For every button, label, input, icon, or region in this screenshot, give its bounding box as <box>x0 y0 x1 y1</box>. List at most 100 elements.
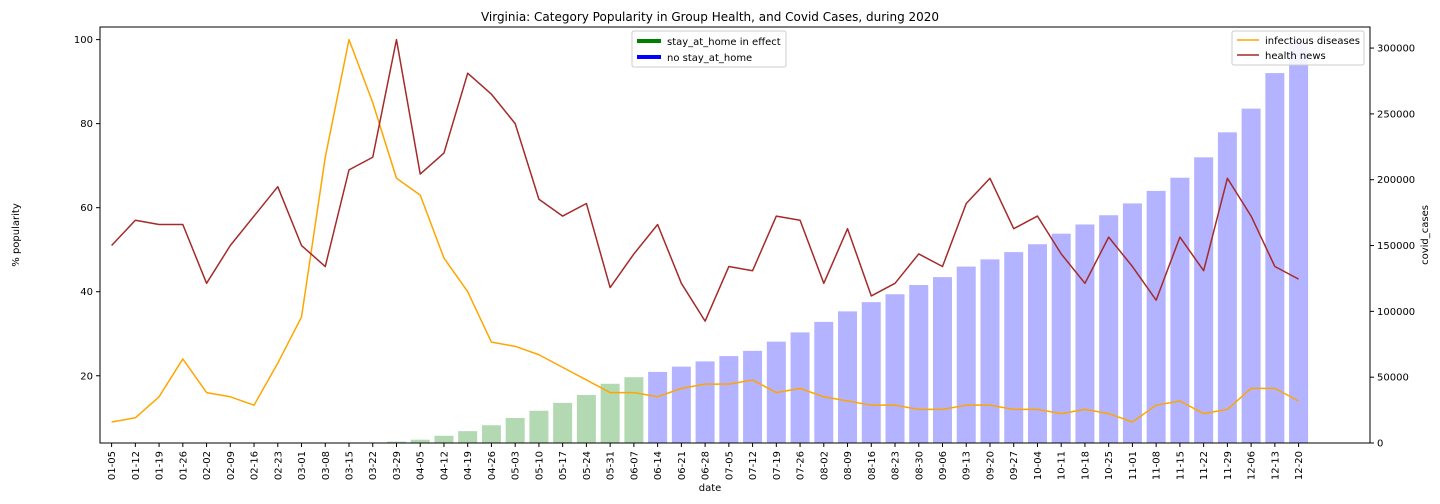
x-tick-label: 05-03 <box>511 451 522 480</box>
lines-layer <box>111 38 1299 423</box>
bar-08-02 <box>814 321 834 443</box>
x-tick-label: 03-29 <box>392 451 403 480</box>
y-axis-right-label: covid_cases <box>1420 205 1431 265</box>
x-tick-label: 05-31 <box>606 451 617 480</box>
bar-05-31 <box>600 383 620 443</box>
left-tick-label: 40 <box>80 287 93 298</box>
x-tick-label: 03-22 <box>368 451 379 480</box>
x-tick-label: 07-19 <box>772 451 783 480</box>
x-axis-label: date <box>699 483 722 494</box>
x-tick-label: 11-08 <box>1152 451 1163 480</box>
legend-series-frame <box>1231 30 1365 66</box>
x-tick-label: 08-30 <box>914 451 925 480</box>
x-tick-label: 11-15 <box>1175 451 1186 480</box>
right-tick-label: 50000 <box>1377 373 1409 384</box>
bar-11-15 <box>1170 177 1190 444</box>
bar-07-05 <box>719 356 739 443</box>
x-tick-label: 06-28 <box>701 451 712 480</box>
bar-07-12 <box>743 350 763 443</box>
x-tick-label: 01-12 <box>131 451 142 480</box>
x-tick-label: 04-05 <box>416 451 427 480</box>
x-tick-label: 09-06 <box>938 451 949 480</box>
x-tick-label: 09-27 <box>1009 451 1020 480</box>
legend-label-stay-at-home: stay_at_home in effect <box>667 37 781 48</box>
x-tick-label: 08-23 <box>891 451 902 480</box>
x-tick-label: 01-26 <box>178 451 189 480</box>
right-tick-label: 250000 <box>1377 109 1415 120</box>
x-tick-label: 11-01 <box>1128 451 1139 480</box>
x-tick-label: 05-24 <box>582 451 593 480</box>
bar-09-06 <box>933 277 952 443</box>
x-tick-label: 04-12 <box>439 451 450 480</box>
series-line-infectious-diseases <box>111 38 1299 423</box>
left-tick-label: 80 <box>80 119 93 130</box>
bars-layer <box>386 41 1309 444</box>
x-tick-label: 10-18 <box>1080 451 1091 480</box>
x-tick-label: 11-22 <box>1199 451 1210 480</box>
x-tick-label: 09-13 <box>962 451 973 480</box>
legend-label-no-stay-at-home: no stay_at_home <box>667 53 752 64</box>
x-tick-label: 12-06 <box>1247 451 1258 480</box>
bar-11-22 <box>1194 157 1214 443</box>
bar-10-18 <box>1075 224 1095 443</box>
x-tick-label: 03-15 <box>345 451 356 480</box>
bar-06-07 <box>624 377 644 443</box>
right-tick-label: 150000 <box>1377 241 1415 252</box>
bar-04-12 <box>434 435 454 443</box>
bar-05-24 <box>576 394 596 443</box>
x-tick-label: 10-11 <box>1057 451 1068 480</box>
bar-06-28 <box>695 361 715 443</box>
x-tick-label: 08-16 <box>867 451 878 480</box>
bar-08-09 <box>838 311 858 443</box>
right-axis: 0 50000 100000 150000 200000 250000 300000 <box>1370 44 1415 450</box>
bar-10-04 <box>1027 244 1047 443</box>
left-tick-label: 100 <box>74 35 93 46</box>
x-tick-label: 11-29 <box>1223 451 1234 480</box>
left-axis: 20 40 60 80 100 <box>74 35 100 382</box>
bar-08-23 <box>885 294 905 443</box>
bar-11-08 <box>1146 190 1166 443</box>
bar-11-29 <box>1217 132 1237 443</box>
x-axis: 01-05 01-12 01-19 01-26 02-02 02-09 02-16 02-23… <box>107 443 1305 480</box>
chart-title: Virginia: Category Popularity in Group H… <box>481 10 939 24</box>
x-tick-label: 03-08 <box>321 451 332 480</box>
x-tick-label: 04-26 <box>487 451 498 480</box>
x-tick-label: 08-09 <box>843 451 854 480</box>
left-tick-label: 20 <box>80 371 93 382</box>
x-tick-label: 12-20 <box>1294 451 1305 480</box>
x-tick-label: 08-02 <box>819 451 830 480</box>
bar-12-06 <box>1241 108 1261 444</box>
x-tick-label: 02-23 <box>273 451 284 480</box>
plot-frame <box>99 26 1371 444</box>
bar-08-30 <box>909 285 929 443</box>
x-tick-label: 05-10 <box>534 451 545 480</box>
bar-03-29 <box>386 441 406 443</box>
bar-04-05 <box>410 439 430 443</box>
bar-11-01 <box>1122 203 1142 443</box>
right-tick-label: 0 <box>1377 439 1383 450</box>
bar-10-25 <box>1099 215 1119 443</box>
x-tick-label: 01-19 <box>155 451 166 480</box>
right-tick-label: 200000 <box>1377 175 1415 186</box>
bar-06-21 <box>671 366 691 443</box>
bar-06-14 <box>648 371 668 443</box>
bar-12-13 <box>1265 73 1285 443</box>
x-tick-label: 10-25 <box>1104 451 1115 480</box>
x-tick-label: 03-01 <box>297 451 308 480</box>
bar-05-03 <box>505 417 525 443</box>
left-tick-label: 60 <box>80 203 93 214</box>
x-tick-label: 12-13 <box>1270 451 1281 480</box>
bar-04-26 <box>481 425 501 443</box>
bar-04-19 <box>458 431 478 443</box>
x-tick-label: 10-04 <box>1033 451 1044 480</box>
x-tick-label: 02-16 <box>250 451 261 480</box>
x-tick-label: 02-02 <box>202 451 213 480</box>
legend-stay-at-home-frame <box>631 30 787 68</box>
x-tick-label: 07-12 <box>748 451 759 480</box>
bar-09-13 <box>956 266 976 443</box>
bar-05-10 <box>529 410 549 443</box>
x-tick-label: 04-19 <box>463 451 474 480</box>
x-tick-label: 07-26 <box>796 451 807 480</box>
legend-label-infectious-diseases: infectious diseases <box>1265 36 1360 47</box>
